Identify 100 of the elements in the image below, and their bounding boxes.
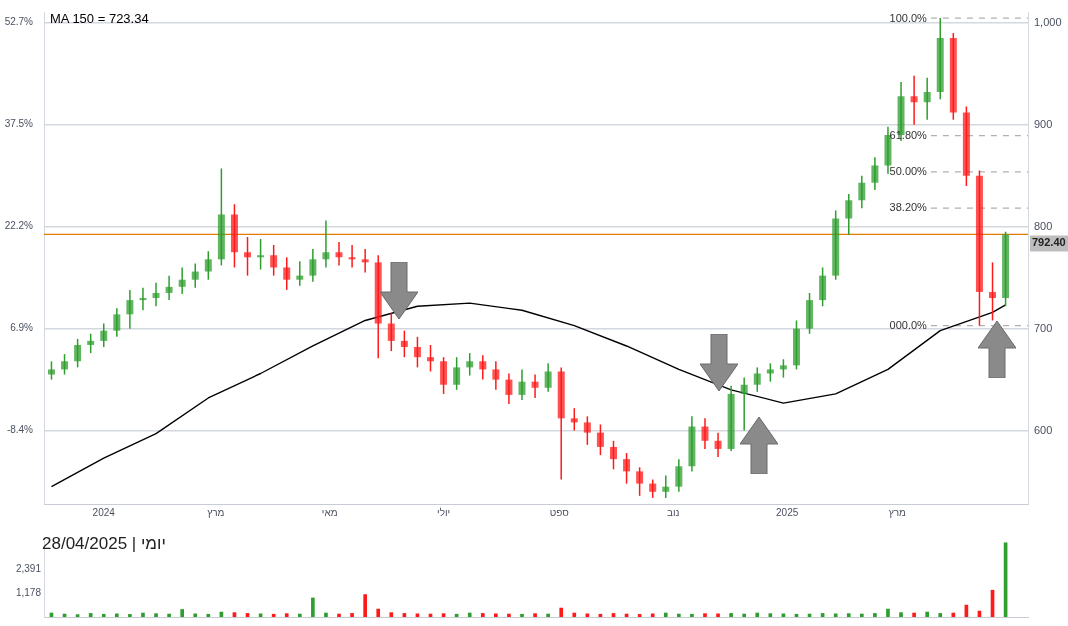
bar bbox=[938, 613, 943, 617]
bar bbox=[415, 613, 420, 617]
bar bbox=[663, 612, 668, 617]
y2-tick-label: -8.4% bbox=[6, 424, 34, 436]
bar bbox=[781, 613, 786, 617]
bar bbox=[141, 612, 145, 617]
candlestick bbox=[570, 407, 578, 432]
y-tick-label: 900 bbox=[1034, 117, 1053, 130]
bar bbox=[859, 613, 864, 617]
bar bbox=[520, 613, 524, 617]
candlestick bbox=[87, 332, 95, 354]
bar bbox=[533, 613, 537, 617]
bar bbox=[258, 613, 263, 617]
text: MA 150 = 723.34 bbox=[50, 11, 149, 27]
bar bbox=[101, 613, 106, 617]
x-tick-label: מרץ bbox=[207, 506, 225, 518]
y2-tick-label: 52.7% bbox=[4, 16, 34, 28]
x-tick-label: מרץ bbox=[888, 506, 907, 518]
x-tick-label: 2024 bbox=[92, 506, 116, 518]
candlestick bbox=[649, 478, 657, 499]
annotation: 50.00% bbox=[889, 164, 928, 177]
bar bbox=[677, 613, 681, 617]
candlestick bbox=[636, 466, 644, 497]
bar bbox=[873, 613, 877, 617]
candlestick bbox=[910, 75, 918, 126]
candlestick bbox=[400, 329, 408, 358]
y2-tick-label: 6.9% bbox=[10, 322, 34, 334]
ref-line-label: 792.40 bbox=[1032, 236, 1066, 249]
bar bbox=[886, 608, 890, 617]
candlestick bbox=[518, 368, 526, 401]
candlestick bbox=[361, 248, 369, 274]
y-tick-label: 2,391 bbox=[15, 563, 42, 575]
candlestick bbox=[61, 353, 69, 376]
candlestick bbox=[779, 358, 787, 379]
candlestick bbox=[74, 338, 82, 369]
chart-title: יומי | 28/04/2025 bbox=[42, 534, 166, 554]
bar bbox=[846, 613, 851, 617]
x-tick-label: נוב bbox=[666, 506, 680, 518]
annotation: 100.0% bbox=[889, 11, 928, 24]
candlestick bbox=[675, 458, 683, 493]
y-tick-label: 1,000 bbox=[1034, 15, 1062, 28]
bar bbox=[716, 613, 720, 617]
bar bbox=[912, 612, 916, 617]
annotation: 000.0% bbox=[889, 318, 928, 331]
candlestick bbox=[283, 256, 291, 291]
bar bbox=[180, 609, 184, 617]
candlestick bbox=[204, 250, 212, 281]
bar bbox=[324, 612, 328, 617]
candlestick bbox=[989, 261, 997, 322]
bar bbox=[951, 612, 956, 617]
candlestick bbox=[740, 376, 748, 432]
candlestick bbox=[322, 219, 330, 269]
bar bbox=[128, 614, 132, 617]
candlestick bbox=[413, 336, 421, 369]
candlestick bbox=[257, 238, 265, 271]
bar bbox=[284, 613, 289, 617]
y-tick-label: 1,178 bbox=[15, 587, 42, 599]
bar bbox=[650, 613, 655, 617]
bar bbox=[75, 614, 80, 617]
bar bbox=[350, 613, 354, 617]
bar bbox=[376, 608, 381, 617]
bar bbox=[363, 594, 367, 617]
candlestick bbox=[348, 244, 356, 269]
candlestick bbox=[309, 248, 317, 283]
candlestick bbox=[387, 312, 395, 352]
candlestick bbox=[453, 356, 461, 391]
candlestick bbox=[845, 193, 853, 236]
bar bbox=[297, 613, 302, 617]
bar bbox=[88, 613, 93, 617]
bar bbox=[167, 613, 171, 617]
candlestick bbox=[753, 366, 761, 393]
candlestick bbox=[466, 352, 474, 377]
bar bbox=[755, 612, 760, 617]
candlestick bbox=[609, 440, 617, 471]
candlestick bbox=[766, 362, 774, 383]
candlestick bbox=[165, 274, 173, 301]
candlestick bbox=[139, 287, 147, 312]
bar bbox=[480, 613, 485, 617]
candlestick bbox=[152, 282, 160, 307]
y-tick-label: 600 bbox=[1034, 423, 1053, 436]
candlestick bbox=[440, 356, 448, 395]
y-tick-label: 700 bbox=[1034, 321, 1053, 334]
bar bbox=[833, 613, 838, 617]
candlestick bbox=[126, 289, 134, 330]
bar bbox=[690, 613, 694, 617]
candlestick bbox=[531, 373, 539, 399]
bar bbox=[114, 613, 119, 617]
candlestick bbox=[505, 372, 513, 405]
y2-tick-label: 22.2% bbox=[4, 220, 34, 231]
candlestick bbox=[113, 307, 121, 338]
candlestick bbox=[427, 344, 435, 373]
bar bbox=[311, 597, 315, 617]
candlestick bbox=[858, 174, 866, 210]
bar bbox=[467, 612, 472, 617]
x-tick-label: מאי bbox=[321, 506, 338, 518]
candlestick bbox=[492, 360, 500, 391]
bar bbox=[585, 613, 590, 617]
candlestick bbox=[335, 241, 343, 267]
bar bbox=[546, 613, 550, 617]
candlestick bbox=[714, 431, 722, 458]
